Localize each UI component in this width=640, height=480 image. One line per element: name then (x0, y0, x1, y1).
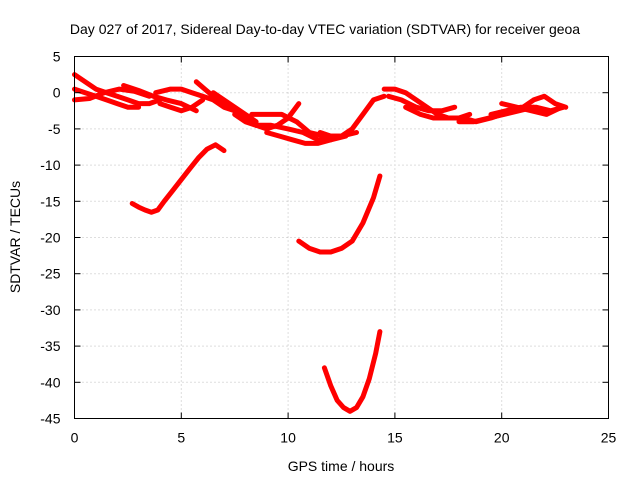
y-tick-label: -45 (40, 411, 60, 427)
y-tick-label: 0 (53, 85, 61, 101)
series-line-sat-g (193, 79, 259, 128)
series-line-sat-m (317, 93, 387, 139)
series-layer (72, 72, 569, 414)
series-line-sat-t (520, 93, 569, 110)
series-line-sat-h (210, 90, 259, 125)
y-tick-label: -30 (40, 302, 60, 318)
y-tick-label: -15 (40, 193, 60, 209)
x-tick-label: 0 (71, 430, 79, 446)
series-line-sat-f (157, 97, 206, 114)
y-tick-label: -20 (40, 230, 60, 246)
x-tick-label: 10 (280, 430, 296, 446)
chart-title: Day 027 of 2017, Sidereal Day-to-day VTE… (70, 21, 580, 37)
y-tick-label: 5 (53, 49, 61, 65)
y-tick-labels: 5 0 -5 -10 -15 -20 -25 -30 -35 -40 -45 (40, 49, 60, 427)
x-tick-label: 5 (177, 430, 185, 446)
y-tick-label: -10 (40, 157, 60, 173)
series-line-sat-w (321, 329, 383, 414)
series-line-sat-s (499, 101, 564, 117)
series-line-sat-e (153, 86, 238, 114)
x-tick-labels: 0 5 10 15 20 25 (71, 430, 617, 446)
x-tick-label: 15 (387, 430, 403, 446)
x-tick-label: 20 (494, 430, 510, 446)
y-tick-label: -40 (40, 374, 60, 390)
axis-ticks (74, 56, 609, 419)
x-tick-label: 25 (601, 430, 617, 446)
series-line-sat-l (264, 130, 334, 146)
x-axis-label: GPS time / hours (288, 458, 395, 474)
series-line-sat-d (121, 83, 199, 114)
y-tick-label: -5 (48, 121, 61, 137)
y-tick-label: -25 (40, 266, 60, 282)
y-axis-label: SDTVAR / TECUs (7, 181, 23, 293)
series-line-sat-u (129, 142, 227, 215)
series-line-sat-b (72, 86, 142, 110)
y-tick-label: -35 (40, 338, 60, 354)
series-line-sat-v (296, 173, 383, 255)
series-line-sat-a (72, 72, 163, 107)
series-line-sat-o (386, 93, 458, 114)
